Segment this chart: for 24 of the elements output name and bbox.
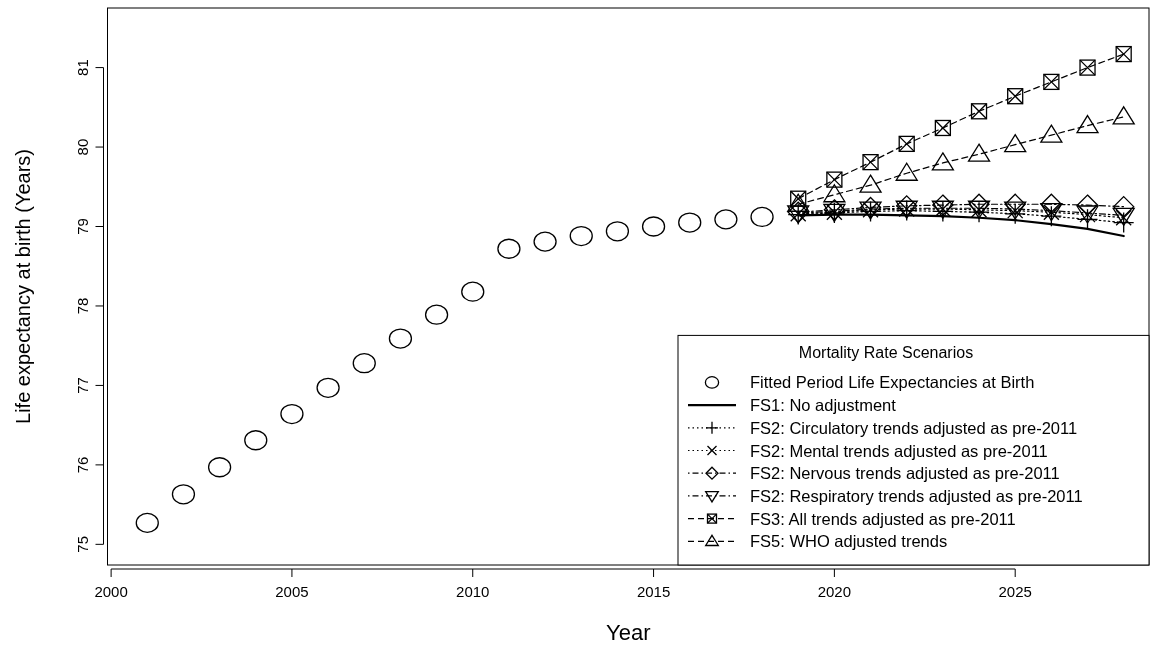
legend-label: FS2: Respiratory trends adjusted as pre-2011: [750, 486, 1083, 505]
y-axis-title: Life expectancy at birth (Years): [12, 149, 34, 424]
legend-label: FS1: No adjustment: [750, 396, 897, 415]
y-tick-label: 76: [73, 456, 91, 474]
x-tick-label: 2010: [456, 583, 490, 600]
legend-label: FS2: Mental trends adjusted as pre-2011: [750, 441, 1048, 460]
legend-title: Mortality Rate Scenarios: [798, 344, 974, 362]
y-tick-label: 77: [73, 377, 91, 394]
y-tick-label: 78: [73, 297, 91, 315]
x-tick-label: 2025: [998, 583, 1032, 600]
y-tick-label: 81: [73, 59, 91, 76]
y-tick-label: 75: [73, 536, 91, 553]
x-tick-label: 2020: [817, 583, 852, 600]
x-tick-label: 2000: [94, 583, 128, 600]
x-tick-label: 2015: [636, 583, 671, 600]
legend-label: FS2: Circulatory trends adjusted as pre-2011: [750, 418, 1078, 437]
legend-label: FS5: WHO adjusted trends: [750, 532, 948, 551]
legend-label: FS3: All trends adjusted as pre-2011: [750, 509, 1016, 528]
x-axis-title: Year: [606, 620, 651, 645]
y-tick-label: 79: [73, 218, 91, 235]
y-tick-label: 80: [73, 138, 91, 156]
x-tick-label: 2005: [275, 583, 309, 600]
legend-label: Fitted Period Life Expectancies at Birth: [750, 373, 1035, 392]
legend-label: FS2: Nervous trends adjusted as pre-2011: [750, 464, 1060, 483]
